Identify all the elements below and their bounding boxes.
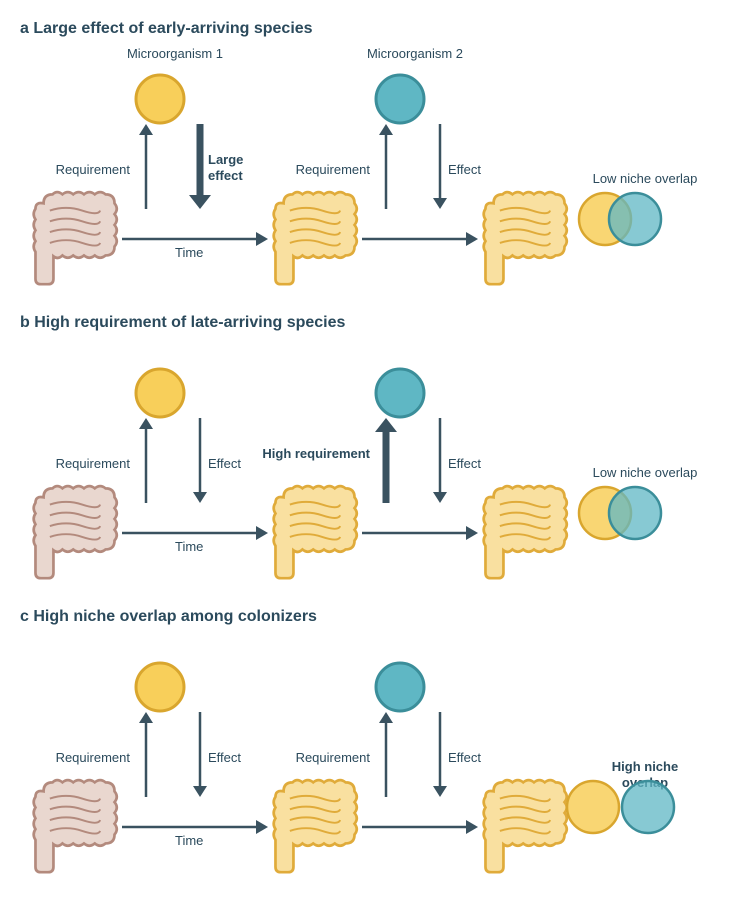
gut-icon bbox=[30, 777, 120, 874]
microorganism1 bbox=[133, 660, 187, 714]
gut-icon bbox=[480, 189, 570, 286]
venn-icon bbox=[575, 483, 665, 543]
gut-stage2 bbox=[270, 189, 360, 286]
effect-label-2: Effect bbox=[448, 162, 508, 178]
gut-icon bbox=[30, 483, 120, 580]
overlap-label: Low niche overlap bbox=[590, 465, 700, 481]
gut-stage1 bbox=[30, 777, 120, 874]
gut-stage2 bbox=[270, 777, 360, 874]
panel-title: c High niche overlap among colonizers bbox=[20, 608, 712, 626]
effect-label-2: Effect bbox=[448, 456, 508, 472]
microorganism1-label: Microorganism 1 bbox=[115, 46, 235, 62]
gut-icon bbox=[270, 483, 360, 580]
effect-label-1: Effect bbox=[208, 456, 268, 472]
microorganism-icon bbox=[373, 366, 427, 420]
panel-b: b High requirement of late-arriving spec… bbox=[20, 314, 712, 578]
overlap-label: Low niche overlap bbox=[590, 171, 700, 187]
requirement-label-1: Requirement bbox=[56, 162, 130, 178]
microorganism2 bbox=[373, 660, 427, 714]
niche-overlap-venn bbox=[575, 483, 665, 543]
gut-stage3 bbox=[480, 189, 570, 286]
venn-icon bbox=[575, 189, 665, 249]
gut-stage3 bbox=[480, 777, 570, 874]
requirement-label-2: High requirement bbox=[262, 446, 370, 462]
gut-icon bbox=[270, 777, 360, 874]
gut-stage2 bbox=[270, 483, 360, 580]
time-label: Time bbox=[175, 833, 203, 849]
microorganism-icon bbox=[133, 660, 187, 714]
time-label: Time bbox=[175, 539, 203, 555]
niche-overlap-venn bbox=[563, 777, 678, 837]
panel-title: a Large effect of early-arriving species bbox=[20, 20, 712, 38]
microorganism-icon bbox=[373, 660, 427, 714]
effect-label-1: Large effect bbox=[208, 152, 268, 183]
gut-icon bbox=[30, 189, 120, 286]
microorganism1 bbox=[133, 366, 187, 420]
panel-a: a Large effect of early-arriving species… bbox=[20, 20, 712, 284]
panel-row: Requirement Effect High requirement Effe… bbox=[20, 338, 712, 578]
gut-stage1 bbox=[30, 483, 120, 580]
requirement-label-1: Requirement bbox=[56, 750, 130, 766]
time-label: Time bbox=[175, 245, 203, 261]
microorganism-icon bbox=[133, 366, 187, 420]
microorganism1 bbox=[133, 72, 187, 126]
panel-c: c High niche overlap among colonizers bbox=[20, 608, 712, 872]
requirement-label-2: Requirement bbox=[296, 750, 370, 766]
microorganism-icon bbox=[373, 72, 427, 126]
requirement-label-2: Requirement bbox=[296, 162, 370, 178]
microorganism2 bbox=[373, 72, 427, 126]
gut-icon bbox=[480, 483, 570, 580]
gut-stage3 bbox=[480, 483, 570, 580]
requirement-label-1: Requirement bbox=[56, 456, 130, 472]
effect-label-2: Effect bbox=[448, 750, 508, 766]
effect-label-1: Effect bbox=[208, 750, 268, 766]
panel-title: b High requirement of late-arriving spec… bbox=[20, 314, 712, 332]
gut-icon bbox=[270, 189, 360, 286]
microorganism2-label: Microorganism 2 bbox=[355, 46, 475, 62]
microorganism-icon bbox=[133, 72, 187, 126]
microorganism2 bbox=[373, 366, 427, 420]
venn-icon bbox=[563, 777, 678, 837]
gut-stage1 bbox=[30, 189, 120, 286]
gut-icon bbox=[480, 777, 570, 874]
panel-row: Microorganism 1 Microorganism 2 bbox=[20, 44, 712, 284]
niche-overlap-venn bbox=[575, 189, 665, 249]
panel-row: Requirement Effect Requirement Effect Ti… bbox=[20, 632, 712, 872]
